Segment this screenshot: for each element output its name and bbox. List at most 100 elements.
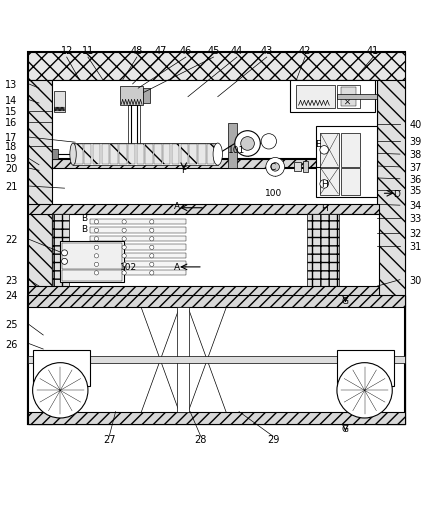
Circle shape [149, 237, 153, 241]
Circle shape [319, 180, 328, 189]
Text: 100: 100 [264, 188, 281, 197]
Text: C: C [269, 163, 276, 172]
Text: B: B [81, 214, 86, 223]
Bar [189, 145, 196, 165]
Text: 29: 29 [266, 434, 279, 444]
Bar [52, 214, 69, 287]
Text: 46: 46 [179, 46, 192, 56]
Text: 48: 48 [130, 46, 143, 56]
Text: 47: 47 [154, 46, 166, 56]
Text: 18: 18 [5, 142, 17, 152]
Circle shape [61, 259, 67, 265]
Text: 44: 44 [230, 46, 242, 56]
Text: 26: 26 [5, 339, 17, 349]
Text: 32: 32 [409, 228, 421, 238]
Ellipse shape [213, 144, 222, 166]
Text: 24: 24 [5, 290, 17, 300]
Circle shape [122, 237, 126, 241]
Bar [110, 145, 118, 165]
Bar [302, 162, 307, 173]
Bar [52, 149, 58, 160]
Text: 34: 34 [409, 201, 421, 211]
Circle shape [149, 246, 153, 250]
Bar [171, 145, 179, 165]
Circle shape [271, 163, 279, 172]
Bar [163, 145, 170, 165]
Bar [28, 53, 404, 425]
Circle shape [122, 220, 126, 224]
Bar [28, 286, 379, 297]
Text: 38: 38 [409, 150, 421, 160]
Text: H: H [320, 180, 327, 189]
Circle shape [149, 271, 153, 275]
Text: 36: 36 [409, 174, 421, 184]
Circle shape [122, 263, 126, 267]
Bar [340, 88, 355, 107]
Bar [75, 145, 83, 165]
Circle shape [94, 246, 98, 250]
Bar [101, 145, 109, 165]
Bar [32, 350, 90, 386]
Bar [28, 357, 404, 363]
Bar [90, 219, 185, 225]
Bar [289, 81, 374, 112]
Bar [315, 127, 377, 197]
Bar [143, 89, 149, 104]
Circle shape [240, 137, 254, 151]
Bar [377, 80, 404, 425]
Bar [84, 145, 91, 165]
Bar [340, 133, 360, 168]
Circle shape [261, 134, 276, 149]
Text: 22: 22 [5, 235, 17, 245]
Text: 102: 102 [120, 263, 137, 272]
Bar [52, 160, 377, 169]
Circle shape [122, 271, 126, 275]
Bar [28, 297, 404, 425]
Bar [90, 270, 185, 276]
Bar [128, 106, 140, 159]
Text: H: H [320, 204, 327, 213]
Text: E: E [314, 140, 320, 148]
Circle shape [149, 229, 153, 233]
Bar [90, 262, 185, 267]
Circle shape [94, 229, 98, 233]
Bar [52, 80, 377, 159]
Bar [136, 145, 144, 165]
Text: 45: 45 [207, 46, 219, 56]
Circle shape [319, 146, 328, 155]
Text: 14: 14 [5, 95, 17, 106]
Text: G: G [341, 297, 348, 306]
Text: G: G [341, 424, 348, 433]
Text: 31: 31 [409, 241, 421, 251]
Text: 40: 40 [409, 120, 421, 130]
Bar [127, 145, 135, 165]
Bar [180, 145, 187, 165]
Text: 17: 17 [5, 133, 17, 143]
Circle shape [265, 158, 284, 177]
Bar [52, 214, 379, 287]
Bar [28, 53, 404, 80]
Text: 43: 43 [260, 46, 272, 56]
Bar [336, 85, 360, 109]
Text: 20: 20 [5, 164, 17, 174]
Circle shape [149, 254, 153, 259]
Text: 13: 13 [5, 80, 17, 90]
Bar [296, 85, 334, 109]
Text: 101: 101 [228, 146, 245, 155]
Bar [340, 169, 360, 195]
Text: B: B [81, 225, 86, 234]
Circle shape [122, 254, 126, 259]
Text: 42: 42 [298, 46, 311, 56]
Text: 39: 39 [409, 137, 421, 147]
Bar [206, 145, 214, 165]
Bar [90, 254, 185, 259]
Bar [90, 228, 185, 233]
Bar [306, 214, 338, 287]
Bar [61, 244, 122, 270]
Text: F: F [181, 165, 186, 174]
Bar [119, 145, 126, 165]
Bar [319, 169, 338, 195]
Circle shape [234, 131, 260, 157]
Bar [28, 80, 52, 425]
Circle shape [94, 271, 98, 275]
